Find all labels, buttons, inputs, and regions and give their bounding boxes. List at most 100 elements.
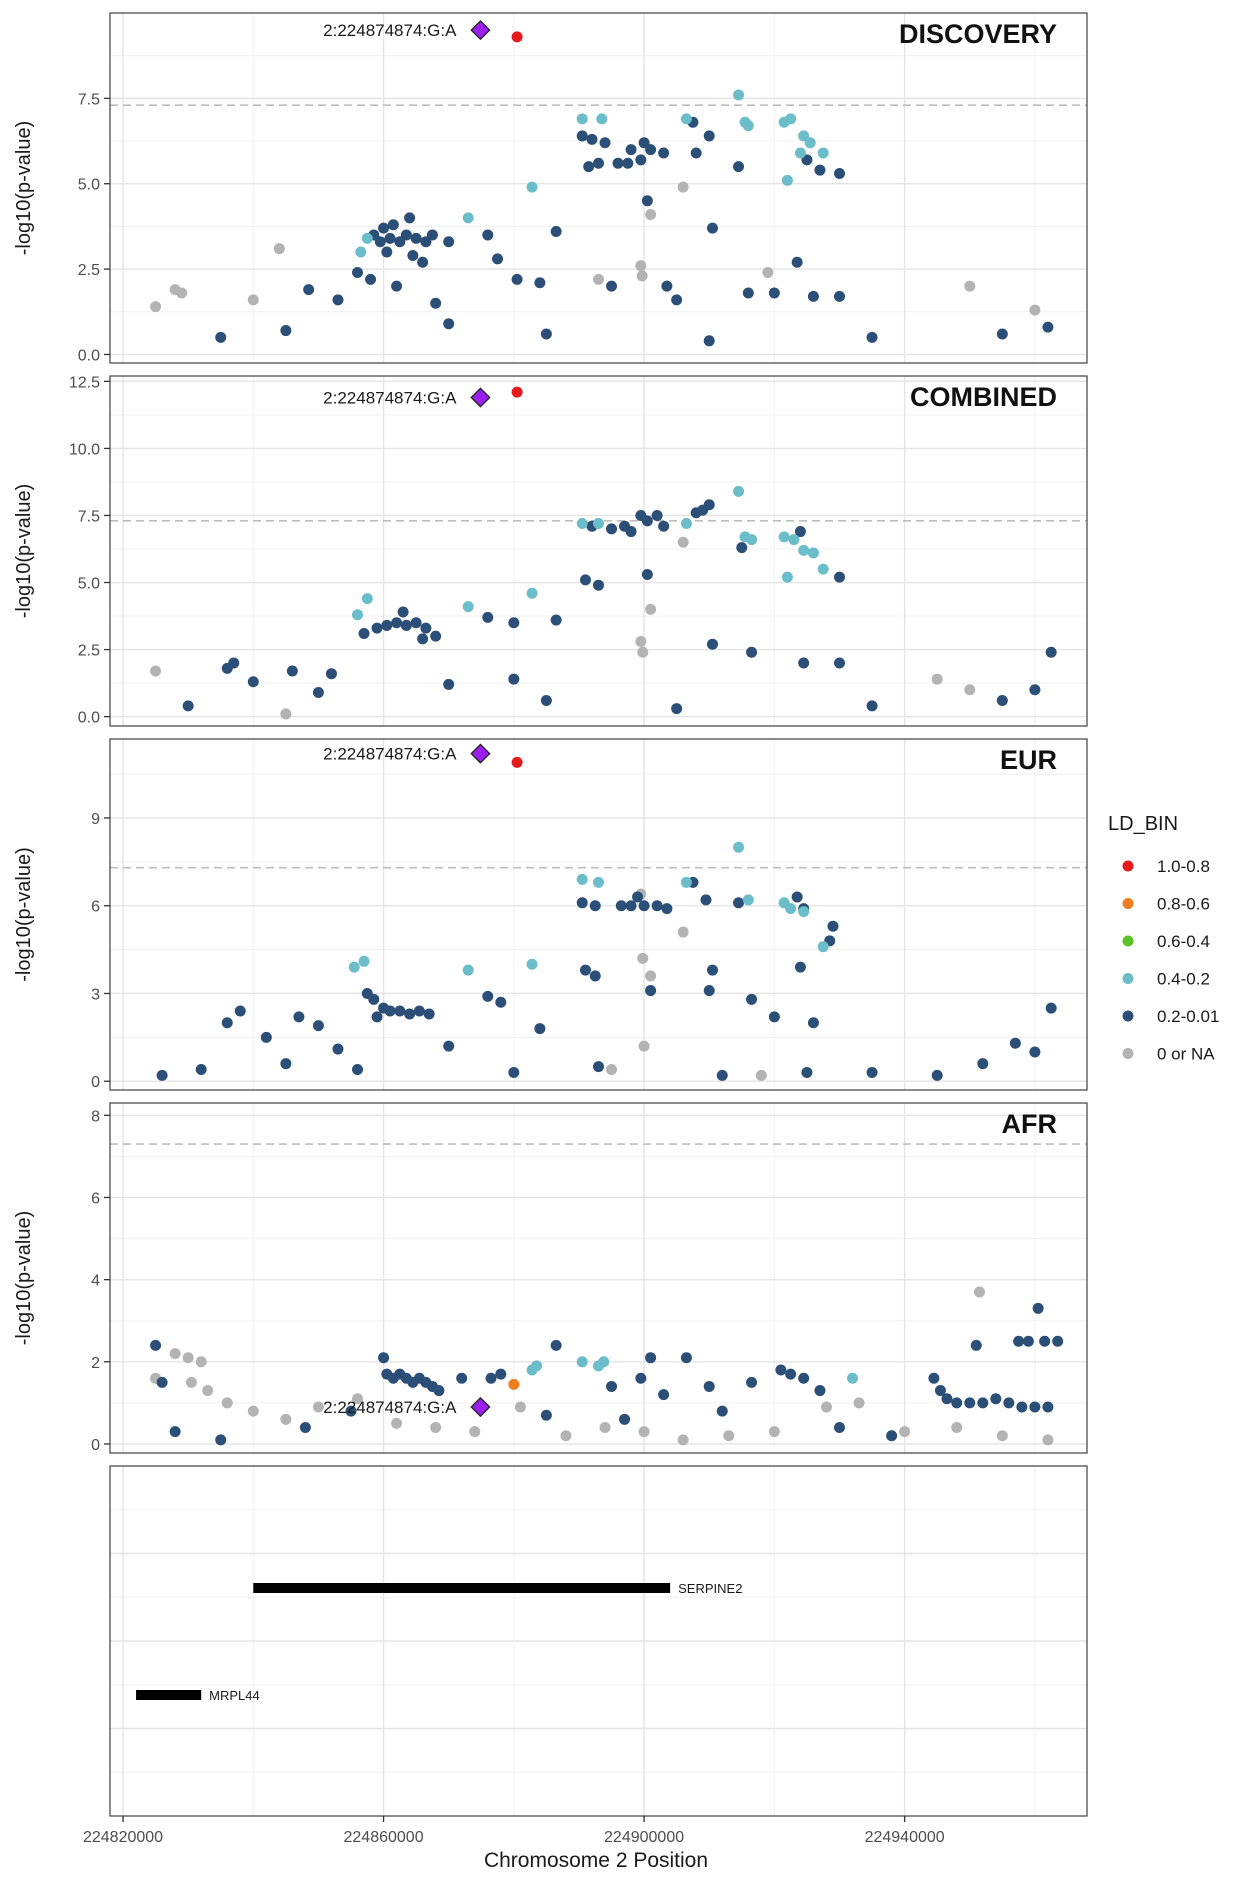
snp-point (680, 113, 692, 125)
snp-point (247, 676, 259, 688)
snp-point (593, 876, 604, 888)
snp-point (931, 1069, 943, 1081)
snp-point (443, 1040, 455, 1052)
snp-point (280, 1058, 292, 1070)
snp-point (635, 154, 647, 166)
snp-point (593, 579, 604, 591)
snp-point (150, 1339, 162, 1351)
snp-point (798, 130, 810, 142)
snp-point (215, 1434, 227, 1446)
snp-point (404, 1008, 416, 1020)
snp-point (495, 1368, 507, 1380)
snp-point (540, 695, 552, 707)
snp-point (348, 961, 360, 973)
snp-point (596, 113, 608, 125)
snp-point (365, 273, 377, 285)
lead-snp-diamond (470, 387, 491, 408)
snp-point (807, 290, 819, 302)
snp-point (576, 1356, 588, 1368)
scatter-points (150, 31, 1054, 347)
snp-point (485, 1372, 497, 1384)
snp-point (798, 544, 810, 556)
snp-point (1016, 1401, 1028, 1413)
snp-point (791, 891, 803, 903)
snp-point (247, 294, 259, 306)
snp-point (964, 1397, 976, 1409)
snp-point (526, 587, 538, 599)
snp-point (677, 536, 689, 548)
snp-point (1042, 321, 1054, 333)
grid (110, 1466, 1087, 1816)
snp-point (495, 996, 507, 1008)
lead-snp-diamond (470, 1396, 491, 1418)
panel-background (110, 1103, 1087, 1453)
snp-point (625, 900, 637, 912)
snp-point (886, 1430, 898, 1442)
x-tick-label: 224820000 (83, 1829, 163, 1846)
snp-point (352, 1064, 364, 1076)
snp-point (820, 1401, 832, 1413)
snp-point (798, 906, 810, 918)
snp-point (312, 1020, 324, 1032)
snp-point (645, 985, 657, 997)
snp-point (661, 903, 673, 915)
snp-point (1013, 1335, 1025, 1347)
snp-point (482, 611, 494, 623)
snp-point (221, 1017, 233, 1029)
snp-point (785, 1368, 797, 1380)
snp-point (371, 1011, 383, 1023)
snp-point (511, 31, 523, 43)
snp-point (511, 756, 523, 768)
snp-point (508, 617, 520, 629)
snp-point (508, 1378, 520, 1390)
gene-label: MRPL44 (209, 1688, 260, 1703)
legend: LD_BIN 1.0-0.8 0.8-0.6 0.6-0.4 0.4-0.2 0.2-0… (1108, 813, 1219, 1064)
y-axis-label: -log10(p-value) (13, 121, 35, 256)
legend-item: 0.6-0.4 (1122, 932, 1210, 951)
y-tick-label: 9 (91, 811, 100, 828)
snp-point (899, 1426, 911, 1438)
snp-point (293, 1011, 305, 1023)
scatter-points (150, 1286, 1064, 1446)
x-axis: 224820000 224860000 224900000 224940000 (83, 1816, 945, 1846)
snp-point (677, 926, 689, 938)
snp-point (534, 1023, 546, 1035)
snp-point (941, 1393, 953, 1405)
snp-point (661, 280, 673, 292)
snp-point (775, 1364, 787, 1376)
legend-item: 0 or NA (1122, 1045, 1215, 1064)
snp-point (352, 267, 364, 279)
snp-point (560, 1430, 572, 1442)
snp-point (801, 154, 813, 166)
snp-point (462, 601, 474, 613)
snp-point (202, 1385, 214, 1397)
snp-point (977, 1058, 989, 1070)
snp-point (1052, 1335, 1064, 1347)
snp-point (606, 523, 618, 535)
x-tick-label: 224900000 (604, 1829, 684, 1846)
snp-point (706, 964, 718, 976)
snp-point (606, 1380, 618, 1392)
snp-point (638, 1426, 650, 1438)
snp-point (374, 236, 386, 248)
grid (110, 1103, 1087, 1453)
snp-point (576, 130, 588, 142)
legend-swatch (1122, 860, 1134, 872)
snp-point (974, 1286, 986, 1298)
snp-point (866, 700, 878, 712)
legend-swatch (1122, 898, 1134, 909)
snp-point (443, 318, 455, 330)
snp-point (755, 1069, 767, 1081)
snp-point (658, 520, 670, 532)
snp-point (645, 208, 657, 220)
snp-point (430, 630, 442, 642)
snp-point (625, 144, 637, 156)
snp-point (703, 130, 715, 142)
snp-point (576, 873, 588, 885)
snp-point (1042, 1434, 1054, 1446)
legend-label: 0.4-0.2 (1157, 970, 1210, 989)
snp-point (423, 1008, 435, 1020)
y-tick-label: 4 (91, 1273, 100, 1290)
snp-point (928, 1372, 940, 1384)
lead-snp-diamond (470, 19, 491, 41)
